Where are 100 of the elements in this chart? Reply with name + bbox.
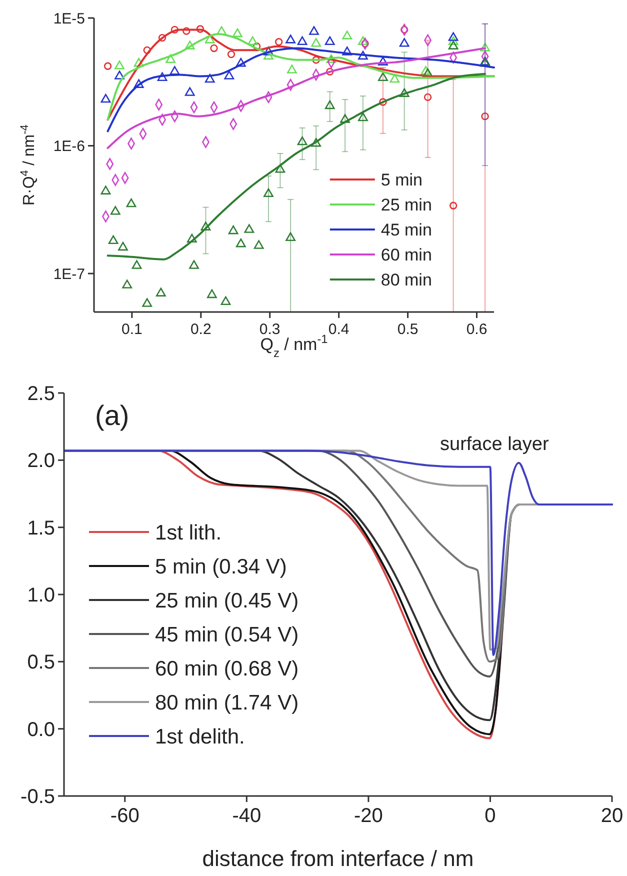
y-tick-label: 1.0 xyxy=(27,584,55,606)
point xyxy=(236,58,246,67)
annotation: surface layer xyxy=(440,434,550,455)
point xyxy=(424,93,432,102)
point xyxy=(312,56,320,64)
point xyxy=(210,44,218,52)
point xyxy=(324,36,335,46)
point xyxy=(166,54,176,64)
point xyxy=(275,164,286,173)
point xyxy=(286,34,296,44)
y-tick-label: 1.5 xyxy=(27,517,55,540)
point xyxy=(481,112,489,120)
point xyxy=(156,288,166,296)
point xyxy=(340,114,350,123)
x-tick-label: 0.6 xyxy=(466,321,488,338)
point xyxy=(378,56,388,66)
point xyxy=(143,46,151,54)
point xyxy=(448,36,458,46)
point xyxy=(400,26,408,34)
point xyxy=(216,26,227,35)
point xyxy=(104,62,112,70)
point xyxy=(227,50,236,58)
point xyxy=(110,206,120,215)
point xyxy=(254,240,264,249)
point xyxy=(379,98,387,106)
y-tick-label: 0.0 xyxy=(27,718,55,741)
x-tick-label: 0.4 xyxy=(328,321,350,338)
point xyxy=(449,202,458,210)
legend-label: 45 min xyxy=(380,220,432,240)
point xyxy=(196,25,204,33)
point xyxy=(311,38,322,47)
point xyxy=(252,42,261,50)
point xyxy=(134,79,144,88)
x-tick-label: 0.1 xyxy=(122,321,142,338)
point xyxy=(309,26,319,35)
x-tick-label: 20 xyxy=(600,805,624,827)
y-tick-label: 0.5 xyxy=(27,652,55,674)
point xyxy=(358,112,368,122)
point xyxy=(224,70,234,80)
legend-label: 60 min xyxy=(380,245,432,264)
legend-label: 45 min (0.54 V) xyxy=(155,623,299,646)
y-tick-label: 1E-5 xyxy=(53,10,85,28)
point xyxy=(399,38,410,47)
point xyxy=(264,188,274,198)
point xyxy=(204,74,215,83)
point xyxy=(420,66,431,75)
point xyxy=(114,60,124,70)
x-tick-label: 0 xyxy=(484,805,496,827)
point xyxy=(286,232,296,242)
legend-label: 5 min (0.34 V) xyxy=(155,555,287,578)
point xyxy=(342,30,352,40)
x-tick-label: 0.2 xyxy=(190,321,212,338)
point xyxy=(189,260,199,269)
point xyxy=(358,50,368,60)
point xyxy=(184,87,195,96)
point xyxy=(399,88,410,97)
point xyxy=(274,38,283,46)
point xyxy=(184,40,195,50)
point xyxy=(297,136,308,146)
point xyxy=(228,225,238,234)
x-tick-label: 0.3 xyxy=(259,321,280,338)
y-tick-label: 2.0 xyxy=(27,450,55,472)
point xyxy=(114,70,124,80)
point xyxy=(118,242,128,251)
annotation: (a) xyxy=(95,400,130,431)
point xyxy=(236,238,246,248)
point xyxy=(390,74,400,83)
point xyxy=(186,234,197,243)
point xyxy=(286,64,297,74)
legend-label: 25 min xyxy=(380,195,432,214)
point xyxy=(126,198,136,208)
point xyxy=(324,100,335,110)
point xyxy=(158,34,166,42)
x-axis-title: distance from interface / nm xyxy=(202,846,474,871)
point xyxy=(108,235,118,244)
point xyxy=(170,26,179,34)
legend-label: 80 min xyxy=(380,270,432,290)
point xyxy=(448,32,458,41)
point xyxy=(220,296,231,306)
legend-label: 5 min xyxy=(380,170,422,190)
x-tick-label: -40 xyxy=(232,805,262,827)
point xyxy=(142,298,152,307)
point xyxy=(122,280,132,288)
point xyxy=(342,46,352,56)
point xyxy=(200,222,211,230)
y-tick-label: 1E-7 xyxy=(53,266,85,283)
point xyxy=(448,40,458,50)
point xyxy=(100,186,111,194)
y-tick-label: 1E-6 xyxy=(53,138,85,156)
point xyxy=(232,28,242,38)
point xyxy=(132,260,142,269)
point xyxy=(248,36,258,46)
x-tick-label: -60 xyxy=(110,805,140,827)
point xyxy=(326,68,334,76)
legend-label: 1st delith. xyxy=(155,725,245,748)
point xyxy=(422,68,433,78)
y-tick-label: 2.5 xyxy=(27,383,55,405)
point xyxy=(157,72,168,81)
point xyxy=(297,36,308,46)
point xyxy=(378,72,388,81)
